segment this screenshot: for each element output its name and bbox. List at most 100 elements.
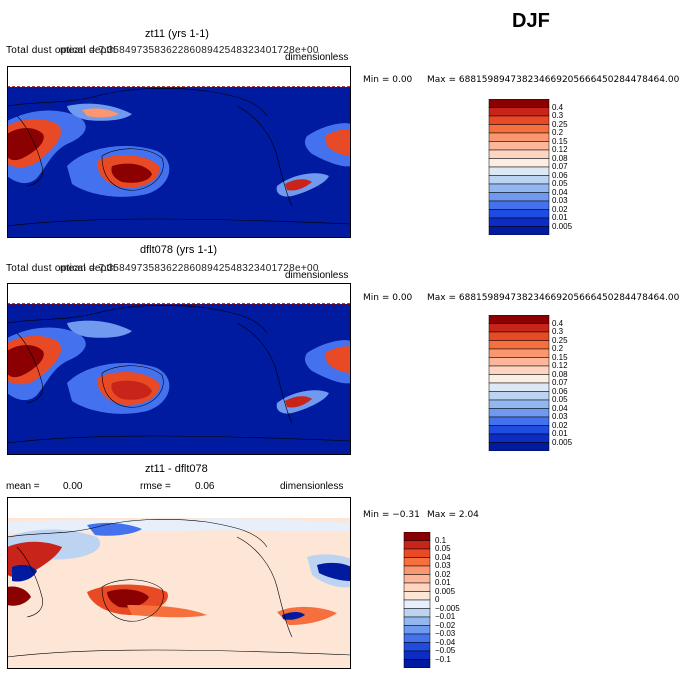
colorbar-swatch [403, 532, 431, 541]
coastline-north [7, 518, 268, 548]
colorbar-tick-label: 0.25 [552, 335, 568, 345]
colorbar-tick-label: −0.03 [435, 629, 456, 638]
map-field [7, 304, 351, 455]
australia-pos-core [107, 589, 149, 608]
colorbar-tick-label: 0.1 [435, 535, 447, 545]
colorbar-swatch [403, 608, 431, 618]
panel3-rmse-label: rmse = [140, 481, 171, 492]
colorbar-swatch [488, 99, 550, 108]
colorbar-tick-label: 0.05 [552, 395, 568, 404]
colorbar-tick-label: 0.005 [435, 586, 456, 596]
colorbar-tick-label: 0.04 [552, 403, 568, 413]
panel2-title: dflt078 (yrs 1-1) [140, 244, 218, 256]
sahara-east-neg-core [317, 562, 351, 581]
panel3-max: Max = 2.04 [427, 510, 479, 520]
season-title: DJF [512, 10, 550, 32]
australia-plume-core [111, 380, 152, 400]
panel1-mean-text: mean = 7.3584973583622860894254832340172… [60, 45, 319, 56]
colorbar-swatch [403, 557, 431, 567]
colorbar-swatch [488, 107, 550, 117]
colorbar-swatch [488, 365, 550, 375]
colorbar-tick-label: 0.07 [552, 162, 568, 171]
colorbar-swatch [488, 217, 550, 227]
colorbar-swatch [488, 175, 550, 185]
map-frame [7, 283, 351, 455]
colorbar-swatch [488, 442, 550, 451]
colorbar-tick-label: 0.08 [552, 369, 568, 379]
colorbar-swatch [488, 158, 550, 168]
colorbar-swatch [403, 591, 431, 601]
panel2-colorbar [488, 315, 550, 451]
panel3-title: zt11 - dflt078 [145, 463, 208, 475]
colorbar-tick-label: 0.01 [435, 578, 451, 587]
coastline-americas [236, 105, 293, 207]
colorbar-tick-label: −0.005 [435, 603, 460, 613]
colorbar-tick-label: 0.15 [552, 352, 568, 362]
panel3-mean-label: mean = [6, 481, 40, 492]
coastline-africa [16, 115, 43, 187]
coastline-americas [236, 536, 293, 638]
colorbar-swatch [488, 425, 550, 435]
panel2-min: Min = 0.00 [363, 293, 413, 303]
coastline-antarctica [7, 435, 351, 444]
map-field [7, 87, 351, 238]
colorbar-swatch [488, 315, 550, 324]
colorbar-swatch [403, 633, 431, 643]
panel1-variable-label: Total dust optical depth [6, 45, 116, 56]
panel1-colorbar [488, 99, 550, 235]
africa-plume-core [7, 345, 44, 378]
colorbar-tick-label: 0.01 [552, 429, 568, 438]
colorbar-tick-label: 0.04 [552, 187, 568, 197]
colorbar-swatch [488, 416, 550, 426]
colorbar-tick-label: −0.05 [435, 646, 456, 655]
colorbar-tick-label: 0.4 [552, 318, 564, 328]
colorbar-tick-label: 0.12 [552, 361, 568, 370]
panel2-mean-text: mean = 7.3584973583622860894254832340172… [60, 263, 319, 274]
colorbar-tick-label: 0.03 [435, 561, 451, 570]
africa-plume-core [7, 128, 44, 161]
colorbar-tick-label: 0.01 [552, 213, 568, 222]
colorbar-tick-label: 0.15 [552, 136, 568, 146]
colorbar-tick-label: 0.04 [435, 552, 451, 562]
colorbar-swatch [488, 374, 550, 384]
australia-plume-core [111, 163, 152, 183]
colorbar-tick-label: 0.03 [552, 412, 568, 421]
colorbar-swatch [403, 565, 431, 575]
colorbar-tick-label: 0 [435, 595, 440, 604]
colorbar-swatches [488, 99, 550, 235]
colorbar-tick-label: 0.06 [552, 386, 568, 396]
colorbar-swatch [488, 340, 550, 350]
colorbar-tick-label: 0.4 [552, 102, 564, 112]
coastline-americas [236, 322, 293, 424]
panel2-units: dimensionless [285, 270, 349, 281]
colorbar-tick-label: 0.005 [552, 221, 573, 231]
colorbar-swatch [403, 625, 431, 635]
panel2-variable-label: Total dust optical depth [6, 263, 116, 274]
panel3-map [7, 497, 351, 669]
colorbar-swatch [488, 348, 550, 358]
colorbar-tick-label: −0.1 [435, 654, 451, 664]
sahara-east-plume-core [325, 346, 351, 373]
patagonia-plume-core [285, 396, 312, 408]
colorbar-swatch [403, 540, 431, 550]
colorbar-swatch [488, 200, 550, 210]
panel3-colorbar [403, 532, 431, 668]
colorbar-tick-label: 0.02 [552, 420, 568, 430]
colorbar-swatch [488, 408, 550, 418]
colorbar-swatch [403, 548, 431, 558]
colorbar-swatch [488, 226, 550, 235]
colorbar-swatch [488, 166, 550, 176]
colorbar-swatches [488, 315, 550, 451]
colorbar-swatch [488, 192, 550, 202]
colorbar-swatch [488, 115, 550, 125]
colorbar-tick-label: −0.02 [435, 620, 456, 630]
colorbar-tick-label: 0.02 [552, 204, 568, 214]
patagonia-neg [282, 612, 305, 620]
colorbar-tick-label: −0.04 [435, 637, 456, 647]
colorbar-swatch [403, 599, 431, 609]
colorbar-swatch [488, 183, 550, 193]
colorbar-swatch [403, 616, 431, 626]
colorbar-swatch [403, 650, 431, 660]
colorbar-tick-label: 0.02 [435, 569, 451, 579]
coastline-australia [101, 148, 164, 191]
